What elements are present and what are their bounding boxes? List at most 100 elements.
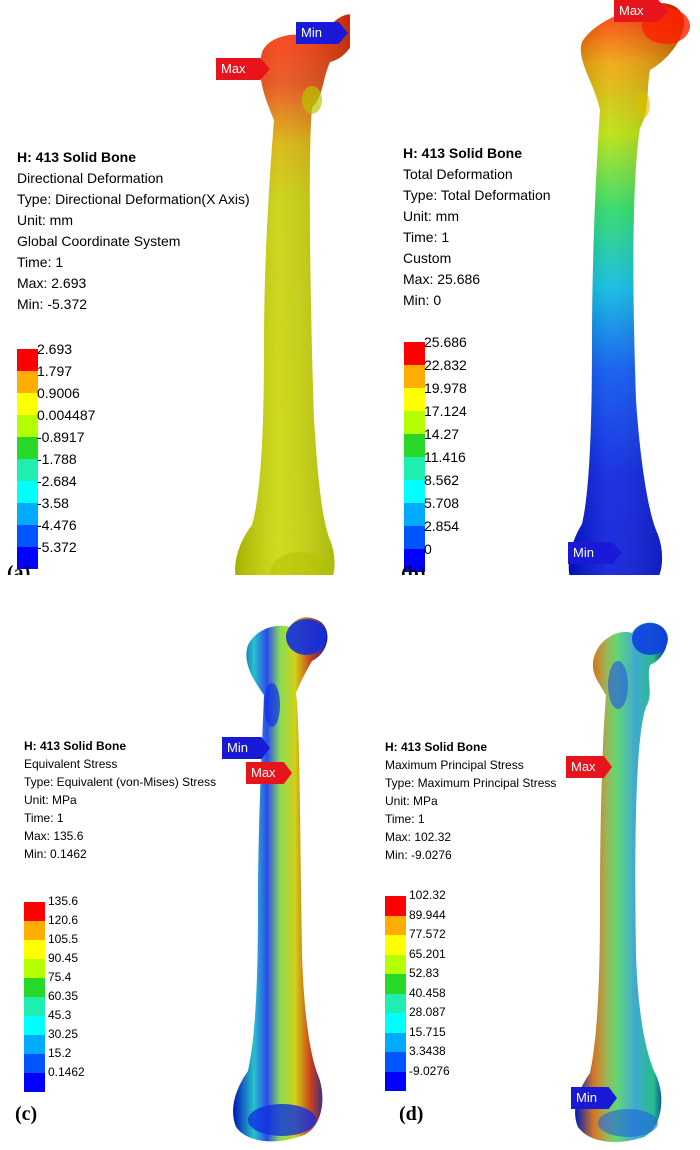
legend-swatch <box>385 1013 406 1033</box>
info-line: Custom <box>403 250 452 266</box>
min-marker: Min <box>222 737 270 759</box>
legend-swatch <box>17 371 38 393</box>
legend-swatch <box>404 342 425 365</box>
info-line: Min: -5.372 <box>17 296 88 312</box>
info-title: H: 413 Solid Bone <box>385 740 488 754</box>
info-line: Min: 0.1462 <box>24 847 87 861</box>
legend-swatch <box>385 1052 406 1072</box>
info-line: Type: Directional Deformation(X Axis) <box>17 191 250 207</box>
legend-value: 0.004487 <box>37 407 96 423</box>
legend-value: -9.0276 <box>409 1063 450 1078</box>
legend-value: 40.458 <box>409 985 446 1000</box>
legend-value: 65.201 <box>409 946 446 961</box>
info-line: Maximum Principal Stress <box>385 758 524 772</box>
legend-swatch <box>404 457 425 480</box>
legend-swatch <box>17 547 38 569</box>
min-marker: Min <box>571 1087 617 1109</box>
legend-value: 15.2 <box>48 1046 72 1060</box>
info-line: Type: Equivalent (von-Mises) Stress <box>24 775 217 789</box>
min-marker: Min <box>296 22 348 44</box>
panel-c: Min Max H: 413 Solid Bone Equivalent Str… <box>0 575 350 1150</box>
legend-swatch <box>385 1032 406 1052</box>
legend-swatch <box>24 959 45 978</box>
legend-value: 77.572 <box>409 927 446 941</box>
panel-b: Max Min H: 413 Solid Bone Total Deformat… <box>350 0 700 575</box>
legend-swatch <box>17 525 38 547</box>
legend-swatch <box>24 921 45 940</box>
info-line: Max: 25.686 <box>403 271 481 287</box>
legend-swatch <box>17 459 38 481</box>
legend-value: -3.58 <box>37 495 69 511</box>
legend-value: 1.797 <box>37 363 73 379</box>
legend-swatch <box>385 935 406 955</box>
info-line: Type: Total Deformation <box>403 187 551 203</box>
min-marker: Min <box>568 542 622 564</box>
legend-value: 45.3 <box>48 1008 72 1022</box>
info-line: Equivalent Stress <box>24 757 118 771</box>
legend-value: 135.6 <box>48 894 79 908</box>
legend-value: -2.684 <box>37 473 77 489</box>
legend-swatch <box>24 1035 45 1054</box>
info-title: H: 413 Solid Bone <box>24 739 127 753</box>
info-line: Time: 1 <box>403 229 450 245</box>
legend-swatch <box>24 978 45 997</box>
legend-swatch <box>404 388 425 411</box>
info-line: Unit: MPa <box>385 794 438 808</box>
legend-value: 30.25 <box>48 1027 79 1041</box>
info-line: Global Coordinate System <box>17 233 181 249</box>
info-line: Unit: MPa <box>24 793 77 807</box>
legend-swatch <box>385 954 406 974</box>
femur-model-c <box>233 617 328 1142</box>
legend-swatch <box>24 902 45 921</box>
result-info: H: 413 Solid Bone Directional Deformatio… <box>17 147 250 315</box>
legend-swatch <box>24 997 45 1016</box>
legend-value: 3.3438 <box>409 1044 446 1058</box>
legend-swatch <box>17 437 38 459</box>
info-line: Time: 1 <box>17 254 64 270</box>
legend-swatch <box>385 1071 406 1091</box>
legend-value: 14.27 <box>424 426 460 442</box>
legend-swatch <box>17 415 38 437</box>
legend-swatch <box>17 393 38 415</box>
result-info: H: 413 Solid Bone Maximum Principal Stre… <box>385 738 556 864</box>
panel-label: (b) <box>401 563 426 575</box>
max-marker: Max <box>216 58 270 80</box>
legend-swatch <box>404 434 425 457</box>
legend-swatch <box>24 1016 45 1035</box>
legend-value: -1.788 <box>37 451 77 467</box>
legend-value: 11.416 <box>424 449 466 465</box>
legend-value: 2.854 <box>424 518 460 534</box>
info-line: Min: -9.0276 <box>385 848 452 862</box>
legend-value: 75.4 <box>48 970 72 984</box>
legend-swatch <box>385 915 406 935</box>
max-marker: Max <box>614 0 668 22</box>
legend-swatch <box>24 1054 45 1073</box>
legend-value: -5.372 <box>37 539 77 555</box>
legend-swatch <box>404 411 425 434</box>
panel-a: Max Min H: 413 Solid Bone Directional De… <box>0 0 350 575</box>
max-marker: Max <box>566 756 612 778</box>
legend-swatch <box>404 480 425 503</box>
panel-d: Max Min H: 413 Solid Bone Maximum Princi… <box>350 575 700 1150</box>
result-info: H: 413 Solid Bone Total Deformation Type… <box>403 143 551 311</box>
info-line: Unit: mm <box>403 208 459 224</box>
info-line: Time: 1 <box>24 811 64 825</box>
legend-value: 0.1462 <box>48 1065 85 1079</box>
panel-label: (d) <box>399 1103 424 1125</box>
legend-value: 15.715 <box>409 1024 446 1039</box>
info-line: Max: 102.32 <box>385 830 452 844</box>
legend-value: 2.693 <box>37 341 73 357</box>
femur-model-d <box>575 622 668 1142</box>
info-title: H: 413 Solid Bone <box>403 145 523 161</box>
legend-swatch <box>404 365 425 388</box>
info-line: Directional Deformation <box>17 170 164 186</box>
info-line: Min: 0 <box>403 292 442 308</box>
legend-value: 25.686 <box>424 334 467 350</box>
legend-value: 89.944 <box>409 907 446 922</box>
legend-swatch <box>17 481 38 503</box>
info-line: Type: Maximum Principal Stress <box>385 776 557 790</box>
legend-value: 90.45 <box>48 951 79 965</box>
legend-swatch <box>404 526 425 549</box>
panel-label: (c) <box>15 1103 38 1125</box>
info-title: H: 413 Solid Bone <box>17 149 137 165</box>
